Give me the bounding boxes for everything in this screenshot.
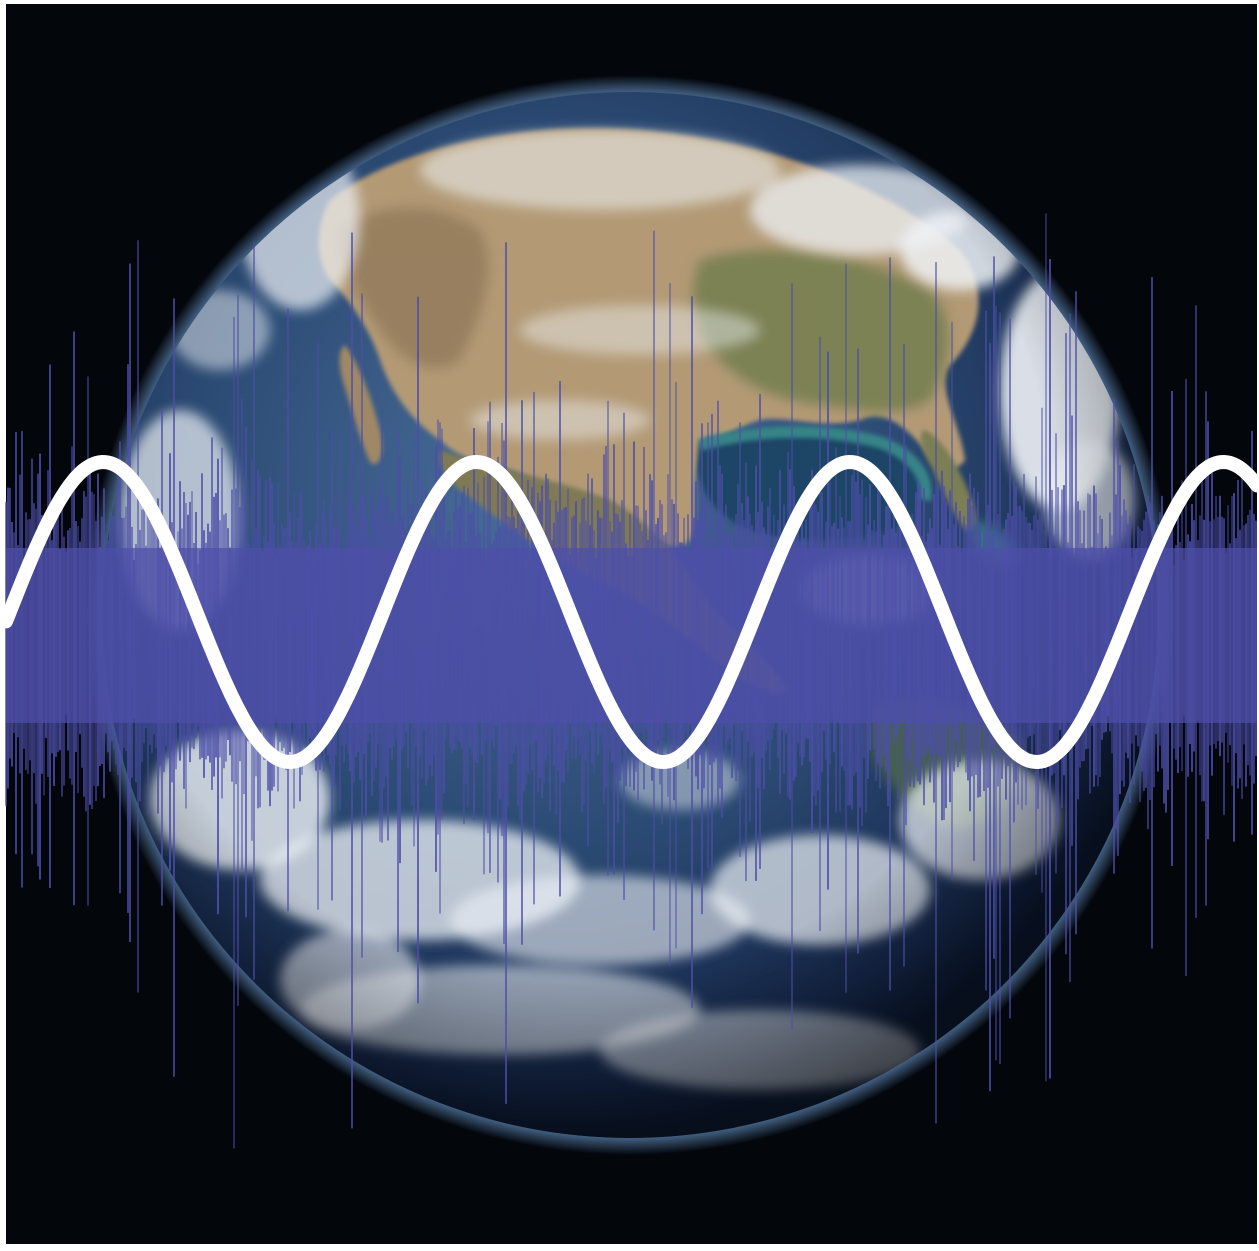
noise-waveform xyxy=(5,213,1257,1149)
earth-globe xyxy=(102,92,1158,1138)
sine-wave-line xyxy=(0,454,1259,770)
